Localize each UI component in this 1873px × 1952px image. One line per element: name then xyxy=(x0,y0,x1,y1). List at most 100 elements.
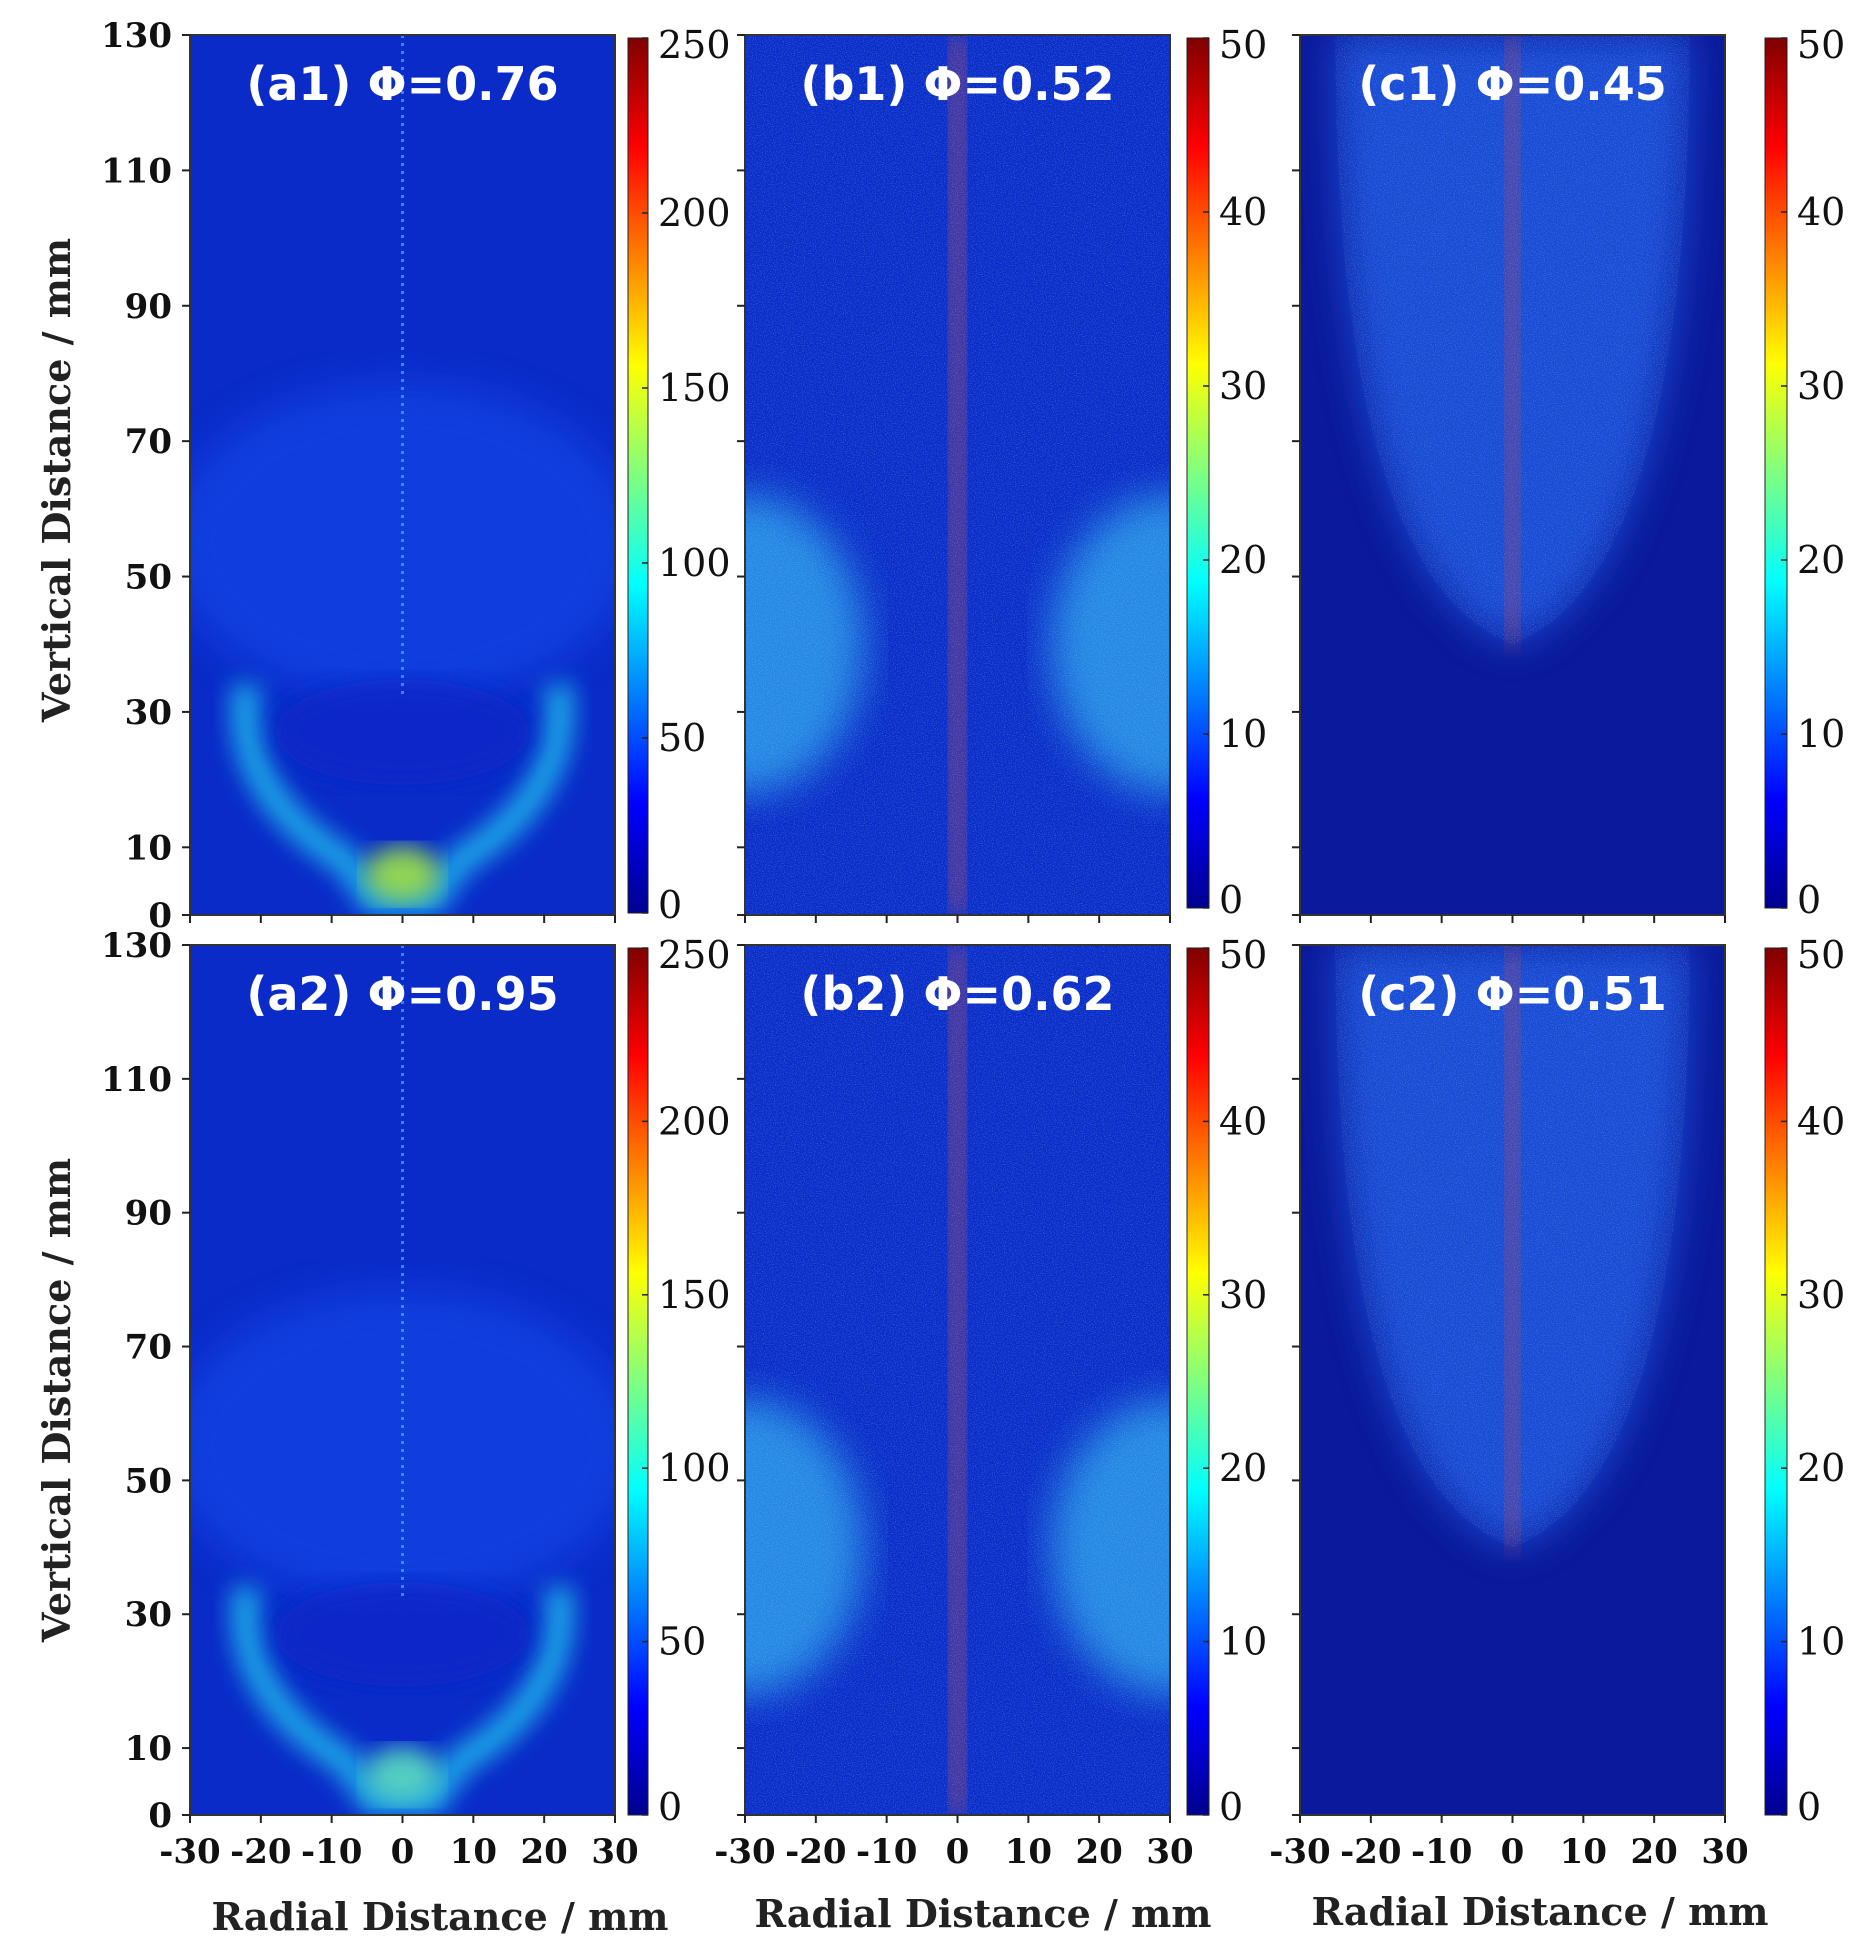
x-tick-label: 30 xyxy=(1146,1832,1193,1872)
x-tick-label: 20 xyxy=(1631,1832,1678,1872)
colorbar-tick-label: 250 xyxy=(658,933,731,977)
colorbar-tick-label: 250 xyxy=(658,23,731,67)
y-tick-label: 130 xyxy=(101,16,172,56)
colorbar-tick-label: 30 xyxy=(1797,364,1845,408)
heatmap-glow xyxy=(190,384,615,702)
colorbar-tick-label: 10 xyxy=(1797,712,1845,756)
colorbar-tick-label: 50 xyxy=(658,716,706,760)
colorbar-tick-label: 100 xyxy=(658,541,731,585)
panel-title-b2: (b2) Φ=0.62 xyxy=(800,967,1114,1021)
heatmap-peak xyxy=(364,1746,441,1803)
colorbar-tick-label: 40 xyxy=(1797,1099,1845,1143)
y-tick-label: 90 xyxy=(125,1194,172,1234)
colorbar-a2 xyxy=(627,947,649,1816)
y-axis-title-bottom: Vertical Distance / mm xyxy=(34,1158,79,1643)
x-tick-label: 0 xyxy=(391,1832,415,1872)
panel-title-b1: (b1) Φ=0.52 xyxy=(800,57,1114,111)
colorbar-tick-label: 0 xyxy=(1219,1785,1243,1829)
panel-title-c1: (c1) Φ=0.45 xyxy=(1358,57,1666,111)
colorbar-tick-label: 0 xyxy=(1797,1785,1821,1829)
colorbar-b1 xyxy=(1186,37,1210,909)
colorbar-c2 xyxy=(1764,947,1788,1816)
colorbar-tick-label: 150 xyxy=(658,1273,731,1317)
y-tick-label: 110 xyxy=(101,1060,172,1100)
colorbar-tick-label: 30 xyxy=(1219,1273,1267,1317)
x-tick-label: 0 xyxy=(1501,1832,1525,1872)
colorbar-tick-label: 20 xyxy=(1797,538,1845,582)
x-tick-label: -20 xyxy=(230,1832,291,1872)
panel-title-a2: (a2) Φ=0.95 xyxy=(246,967,558,1021)
colorbar-tick-label: 10 xyxy=(1219,1620,1267,1664)
colorbar-tick-label: 40 xyxy=(1797,190,1845,234)
colorbar-tick-label: 10 xyxy=(1797,1620,1845,1664)
x-tick-label: -20 xyxy=(1340,1832,1401,1872)
colorbar-tick-label: 40 xyxy=(1219,190,1267,234)
colorbar-tick-label: 10 xyxy=(1219,712,1267,756)
x-axis-title-a: Radial Distance / mm xyxy=(211,1894,668,1939)
x-axis-title-c: Radial Distance / mm xyxy=(1311,1889,1768,1934)
x-tick-label: 20 xyxy=(1076,1832,1123,1872)
y-tick-label: 0 xyxy=(148,1796,172,1836)
x-tick-label: 20 xyxy=(521,1832,568,1872)
colorbar-tick-label: 0 xyxy=(658,883,682,927)
x-tick-label: -10 xyxy=(301,1832,362,1872)
x-tick-label: 10 xyxy=(450,1832,497,1872)
colorbar-tick-label: 50 xyxy=(658,1620,706,1664)
panel-a1: (a1) Φ=0.76 0 10 30 50 70 90 110 130 0 50 100 150 200… xyxy=(101,16,731,936)
x-tick-label: 30 xyxy=(591,1832,638,1872)
colorbar-tick-label: 50 xyxy=(1219,23,1267,67)
x-tick-label: -30 xyxy=(714,1832,775,1872)
y-tick-label: 10 xyxy=(125,1729,172,1769)
y-tick-label: 30 xyxy=(125,1595,172,1635)
colorbar-tick-label: 50 xyxy=(1797,23,1845,67)
x-tick-label: 10 xyxy=(1560,1832,1607,1872)
colorbar-tick-label: 40 xyxy=(1219,1099,1267,1143)
colorbar-a1 xyxy=(627,37,649,914)
x-tick-label: -20 xyxy=(785,1832,846,1872)
colorbar-tick-label: 100 xyxy=(658,1446,731,1490)
x-tick-label: -30 xyxy=(159,1832,220,1872)
colorbar-c1 xyxy=(1764,37,1788,909)
colorbar-tick-label: 20 xyxy=(1219,538,1267,582)
y-tick-label: 30 xyxy=(125,693,172,733)
panel-b2: (b2) Φ=0.62 -30 -20 -10 0 10 20 30 0 10 20 30 40 50 xyxy=(714,933,1267,1872)
colorbar-tick-label: 150 xyxy=(658,366,731,410)
x-tick-label: -10 xyxy=(1411,1832,1472,1872)
y-tick-label: 0 xyxy=(148,896,172,936)
colorbar-tick-label: 0 xyxy=(1219,878,1243,922)
colorbar-tick-label: 20 xyxy=(1219,1446,1267,1490)
heatmap-glow xyxy=(190,1290,615,1604)
colorbar-tick-label: 30 xyxy=(1219,364,1267,408)
y-tick-label: 10 xyxy=(125,828,172,868)
y-tick-label: 130 xyxy=(101,926,172,966)
x-tick-label: -10 xyxy=(856,1832,917,1872)
colorbar-tick-label: 50 xyxy=(1797,933,1845,977)
y-axis-title-top: Vertical Distance / mm xyxy=(34,238,79,723)
heatmap-speckle xyxy=(745,945,1170,1815)
heatmap-core xyxy=(275,679,530,786)
panel-c2: (c2) Φ=0.51 -30 -20 -10 0 10 20 30 0 10 20 30 40 50 xyxy=(1269,933,1845,1872)
heatmap-speckle xyxy=(745,35,1170,915)
heatmap-peak xyxy=(364,846,441,903)
y-tick-label: 50 xyxy=(125,1461,172,1501)
colorbar-tick-label: 200 xyxy=(658,1099,731,1143)
x-tick-label: 0 xyxy=(946,1832,970,1872)
x-axis-title-b: Radial Distance / mm xyxy=(754,1891,1211,1936)
colorbar-tick-label: 0 xyxy=(1797,878,1821,922)
panel-title-c2: (c2) Φ=0.51 xyxy=(1358,967,1666,1021)
colorbar-tick-label: 30 xyxy=(1797,1273,1845,1317)
panel-c1: (c1) Φ=0.45 0 10 20 30 40 50 xyxy=(1292,23,1845,923)
colorbar-tick-label: 200 xyxy=(658,191,731,235)
y-tick-label: 110 xyxy=(101,151,172,191)
x-tick-label: 10 xyxy=(1005,1832,1052,1872)
colorbar-tick-label: 20 xyxy=(1797,1446,1845,1490)
colorbar-tick-label: 0 xyxy=(658,1785,682,1829)
y-tick-label: 90 xyxy=(125,287,172,327)
colorbar-tick-label: 50 xyxy=(1219,933,1267,977)
y-tick-label: 70 xyxy=(125,1328,172,1368)
panel-a2: (a2) Φ=0.95 0 10 30 50 70 90 110 130 -30 -20 -10 0 10… xyxy=(101,926,731,1872)
heatmap-core xyxy=(275,1582,530,1687)
panel-title-a1: (a1) Φ=0.76 xyxy=(246,57,558,111)
x-tick-label: 30 xyxy=(1701,1832,1748,1872)
